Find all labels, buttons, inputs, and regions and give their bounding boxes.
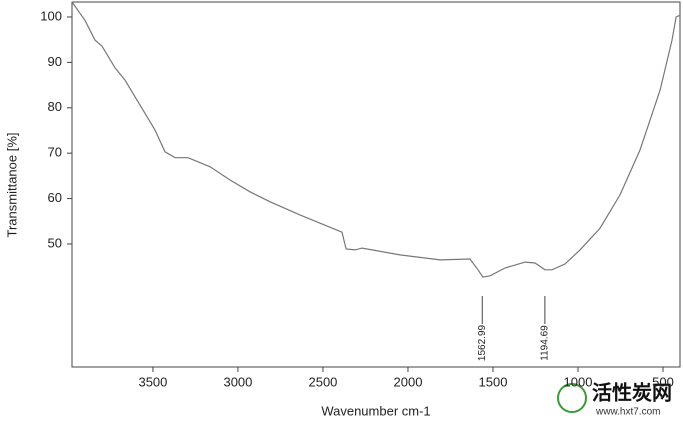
watermark-logo bbox=[557, 383, 587, 413]
y-tick-label: 50 bbox=[48, 235, 62, 250]
x-tick-label: 1000 bbox=[564, 374, 593, 389]
y-tick-label: 60 bbox=[48, 190, 62, 205]
x-tick-label: 500 bbox=[652, 374, 674, 389]
y-tick-label: 100 bbox=[40, 8, 62, 23]
x-tick-label: 1500 bbox=[479, 374, 508, 389]
y-tick-label: 70 bbox=[48, 145, 62, 160]
x-tick-label: 2500 bbox=[308, 374, 337, 389]
annotation-label: 1562.99 bbox=[477, 324, 488, 361]
watermark-title: 活性炭网 bbox=[592, 381, 672, 404]
x-tick-label: 2000 bbox=[394, 374, 423, 389]
watermark: 活性炭网 www.hxt7.com bbox=[557, 381, 672, 418]
x-tick-label: 3500 bbox=[138, 374, 167, 389]
plot-frame bbox=[71, 1, 681, 368]
y-tick-label: 80 bbox=[48, 99, 62, 114]
y-axis-label: Transmittanoe [%] bbox=[4, 132, 19, 237]
x-tick-label: 3000 bbox=[223, 374, 252, 389]
y-tick-label: 90 bbox=[48, 54, 62, 69]
x-axis-label: Wavenumber cm-1 bbox=[321, 403, 430, 418]
spectrum-line bbox=[71, 1, 681, 278]
watermark-url: www.hxt7.com bbox=[595, 407, 660, 418]
annotation-label: 1194.69 bbox=[540, 325, 551, 361]
